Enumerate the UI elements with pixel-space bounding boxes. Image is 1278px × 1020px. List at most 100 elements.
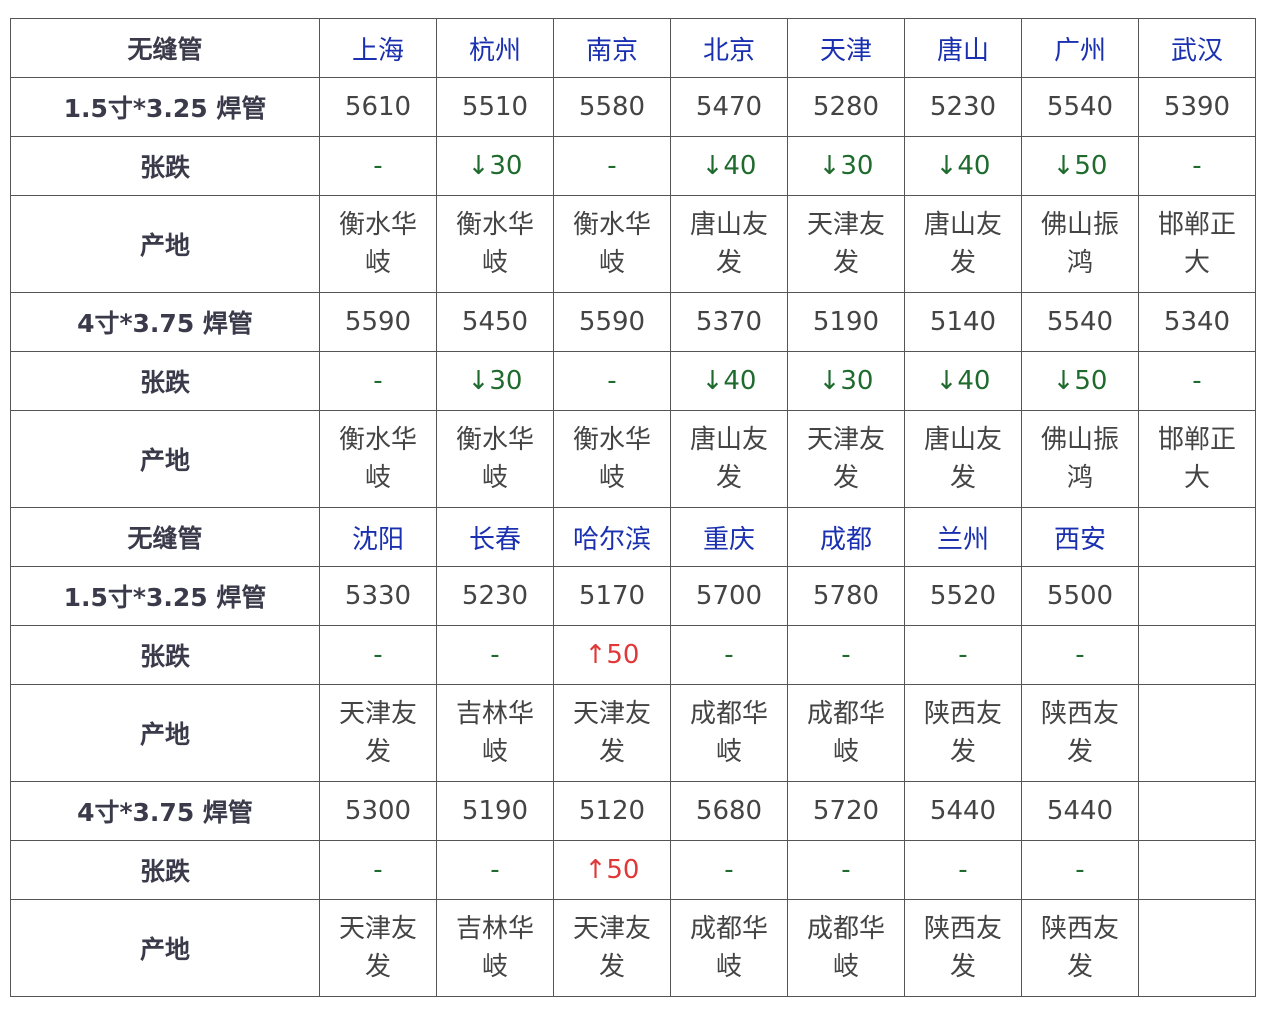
change-row: 张跌 - - ↑50- - - - [10, 625, 1256, 685]
city-header: 天津 [787, 18, 905, 78]
origin-cell: 吉林华岐 [436, 899, 554, 997]
price-cell: 5140 [904, 292, 1022, 352]
origin-cell: 唐山友发 [904, 410, 1022, 508]
change-cell: - [1138, 351, 1256, 411]
origin-cell-text: 天津友发 [806, 210, 885, 278]
origin-cell: 唐山友发 [670, 195, 788, 293]
change-cell: - [904, 840, 1022, 900]
section-title: 无缝管 [10, 18, 320, 78]
origin-cell: 衡水华岐 [553, 410, 671, 508]
origin-cell-text: 陕西友发 [1040, 914, 1119, 982]
change-cell: ↓30 [787, 351, 905, 411]
price-cell: 5230 [904, 77, 1022, 137]
origin-cell: 成都华岐 [670, 899, 788, 997]
change-cell: - [1021, 840, 1139, 900]
change-label: 张跌 [10, 625, 320, 685]
origin-cell: 吉林华岐 [436, 684, 554, 782]
price-cell: 5520 [904, 566, 1022, 626]
price-cell: 5230 [436, 566, 554, 626]
origin-cell: 成都华岐 [787, 899, 905, 997]
origin-cell: 成都华岐 [787, 684, 905, 782]
change-cell: ↓30 [787, 136, 905, 196]
change-cell: ↓50 [1021, 136, 1139, 196]
origin-cell: 天津友发 [787, 410, 905, 508]
change-cell: - [319, 625, 437, 685]
origin-cell-text: 陕西友发 [923, 699, 1002, 767]
change-cell: - [670, 840, 788, 900]
origin-cell-text: 吉林华岐 [455, 699, 534, 767]
change-cell: - [319, 136, 437, 196]
origin-cell: 成都华岐 [670, 684, 788, 782]
origin-cell: 邯郸正大 [1138, 195, 1256, 293]
origin-cell-text: 邯郸正大 [1157, 210, 1236, 278]
price-cell [1138, 781, 1256, 841]
product-name: 4寸*3.75 焊管 [10, 292, 320, 352]
price-row: 4寸*3.75 焊管 5300 5190 5120 5680 5720 5440 5440 [10, 781, 1256, 841]
change-cell: ↓30 [436, 136, 554, 196]
origin-label: 产地 [10, 195, 320, 293]
origin-cell-text: 衡水华岐 [338, 425, 417, 493]
origin-cell: 唐山友发 [670, 410, 788, 508]
origin-cell: 天津友发 [787, 195, 905, 293]
city-header: 哈尔滨 [553, 507, 671, 567]
product-name: 1.5寸*3.25 焊管 [10, 566, 320, 626]
change-cell: - [1021, 625, 1139, 685]
price-cell: 5450 [436, 292, 554, 352]
price-cell: 5340 [1138, 292, 1256, 352]
change-cell [1138, 840, 1256, 900]
change-cell: - [436, 625, 554, 685]
origin-cell-text: 陕西友发 [923, 914, 1002, 982]
origin-cell-text: 邯郸正大 [1157, 425, 1236, 493]
origin-cell-text: 成都华岐 [806, 699, 885, 767]
city-header: 南京 [553, 18, 671, 78]
origin-cell: 陕西友发 [1021, 899, 1139, 997]
origin-row: 产地 衡水华岐 衡水华岐 衡水华岐 唐山友发 天津友发 唐山友发 佛山振鸿 邯郸正大 [10, 195, 1256, 293]
change-row: 张跌 - ↓30- ↓40 ↓30 ↓40 ↓50- [10, 136, 1256, 196]
origin-cell: 邯郸正大 [1138, 410, 1256, 508]
city-header [1138, 507, 1256, 567]
origin-cell-text: 陕西友发 [1040, 699, 1119, 767]
origin-cell: 衡水华岐 [553, 195, 671, 293]
price-cell: 5700 [670, 566, 788, 626]
origin-cell-text: 天津友发 [572, 699, 651, 767]
origin-cell-text: 天津友发 [338, 699, 417, 767]
change-row: 张跌 - ↓30- ↓40 ↓30 ↓40 ↓50- [10, 351, 1256, 411]
price-cell: 5300 [319, 781, 437, 841]
origin-cell-text: 成都华岐 [689, 699, 768, 767]
product-name: 4寸*3.75 焊管 [10, 781, 320, 841]
origin-cell: 佛山振鸿 [1021, 410, 1139, 508]
header-row: 无缝管 上海 杭州 南京 北京 天津 唐山 广州 武汉 [10, 18, 1256, 78]
change-cell [1138, 625, 1256, 685]
price-row: 1.5寸*3.25 焊管 5610 5510 5580 5470 5280 5230 5540… [10, 77, 1256, 137]
origin-label: 产地 [10, 684, 320, 782]
price-cell: 5680 [670, 781, 788, 841]
city-header: 唐山 [904, 18, 1022, 78]
change-cell: - [436, 840, 554, 900]
price-cell: 5440 [1021, 781, 1139, 841]
origin-cell: 唐山友发 [904, 195, 1022, 293]
change-cell: ↓40 [670, 136, 788, 196]
change-cell: ↓50 [1021, 351, 1139, 411]
origin-cell: 衡水华岐 [436, 195, 554, 293]
price-cell: 5580 [553, 77, 671, 137]
price-cell: 5440 [904, 781, 1022, 841]
origin-label: 产地 [10, 410, 320, 508]
origin-cell-text: 佛山振鸿 [1040, 210, 1119, 278]
header-row: 无缝管 沈阳 长春 哈尔滨 重庆 成都 兰州 西安 [10, 507, 1256, 567]
section-title: 无缝管 [10, 507, 320, 567]
origin-cell-text: 唐山友发 [923, 425, 1002, 493]
origin-cell-text: 衡水华岐 [572, 425, 651, 493]
change-cell: ↑50 [553, 840, 671, 900]
change-cell: ↓40 [670, 351, 788, 411]
origin-cell [1138, 899, 1256, 997]
change-cell: - [553, 351, 671, 411]
price-cell: 5590 [319, 292, 437, 352]
price-row: 1.5寸*3.25 焊管 5330 5230 5170 5700 5780 5520 5500 [10, 566, 1256, 626]
change-label: 张跌 [10, 136, 320, 196]
origin-cell [1138, 684, 1256, 782]
city-header: 长春 [436, 507, 554, 567]
price-cell: 5500 [1021, 566, 1139, 626]
price-cell: 5370 [670, 292, 788, 352]
price-cell: 5170 [553, 566, 671, 626]
origin-cell: 陕西友发 [1021, 684, 1139, 782]
